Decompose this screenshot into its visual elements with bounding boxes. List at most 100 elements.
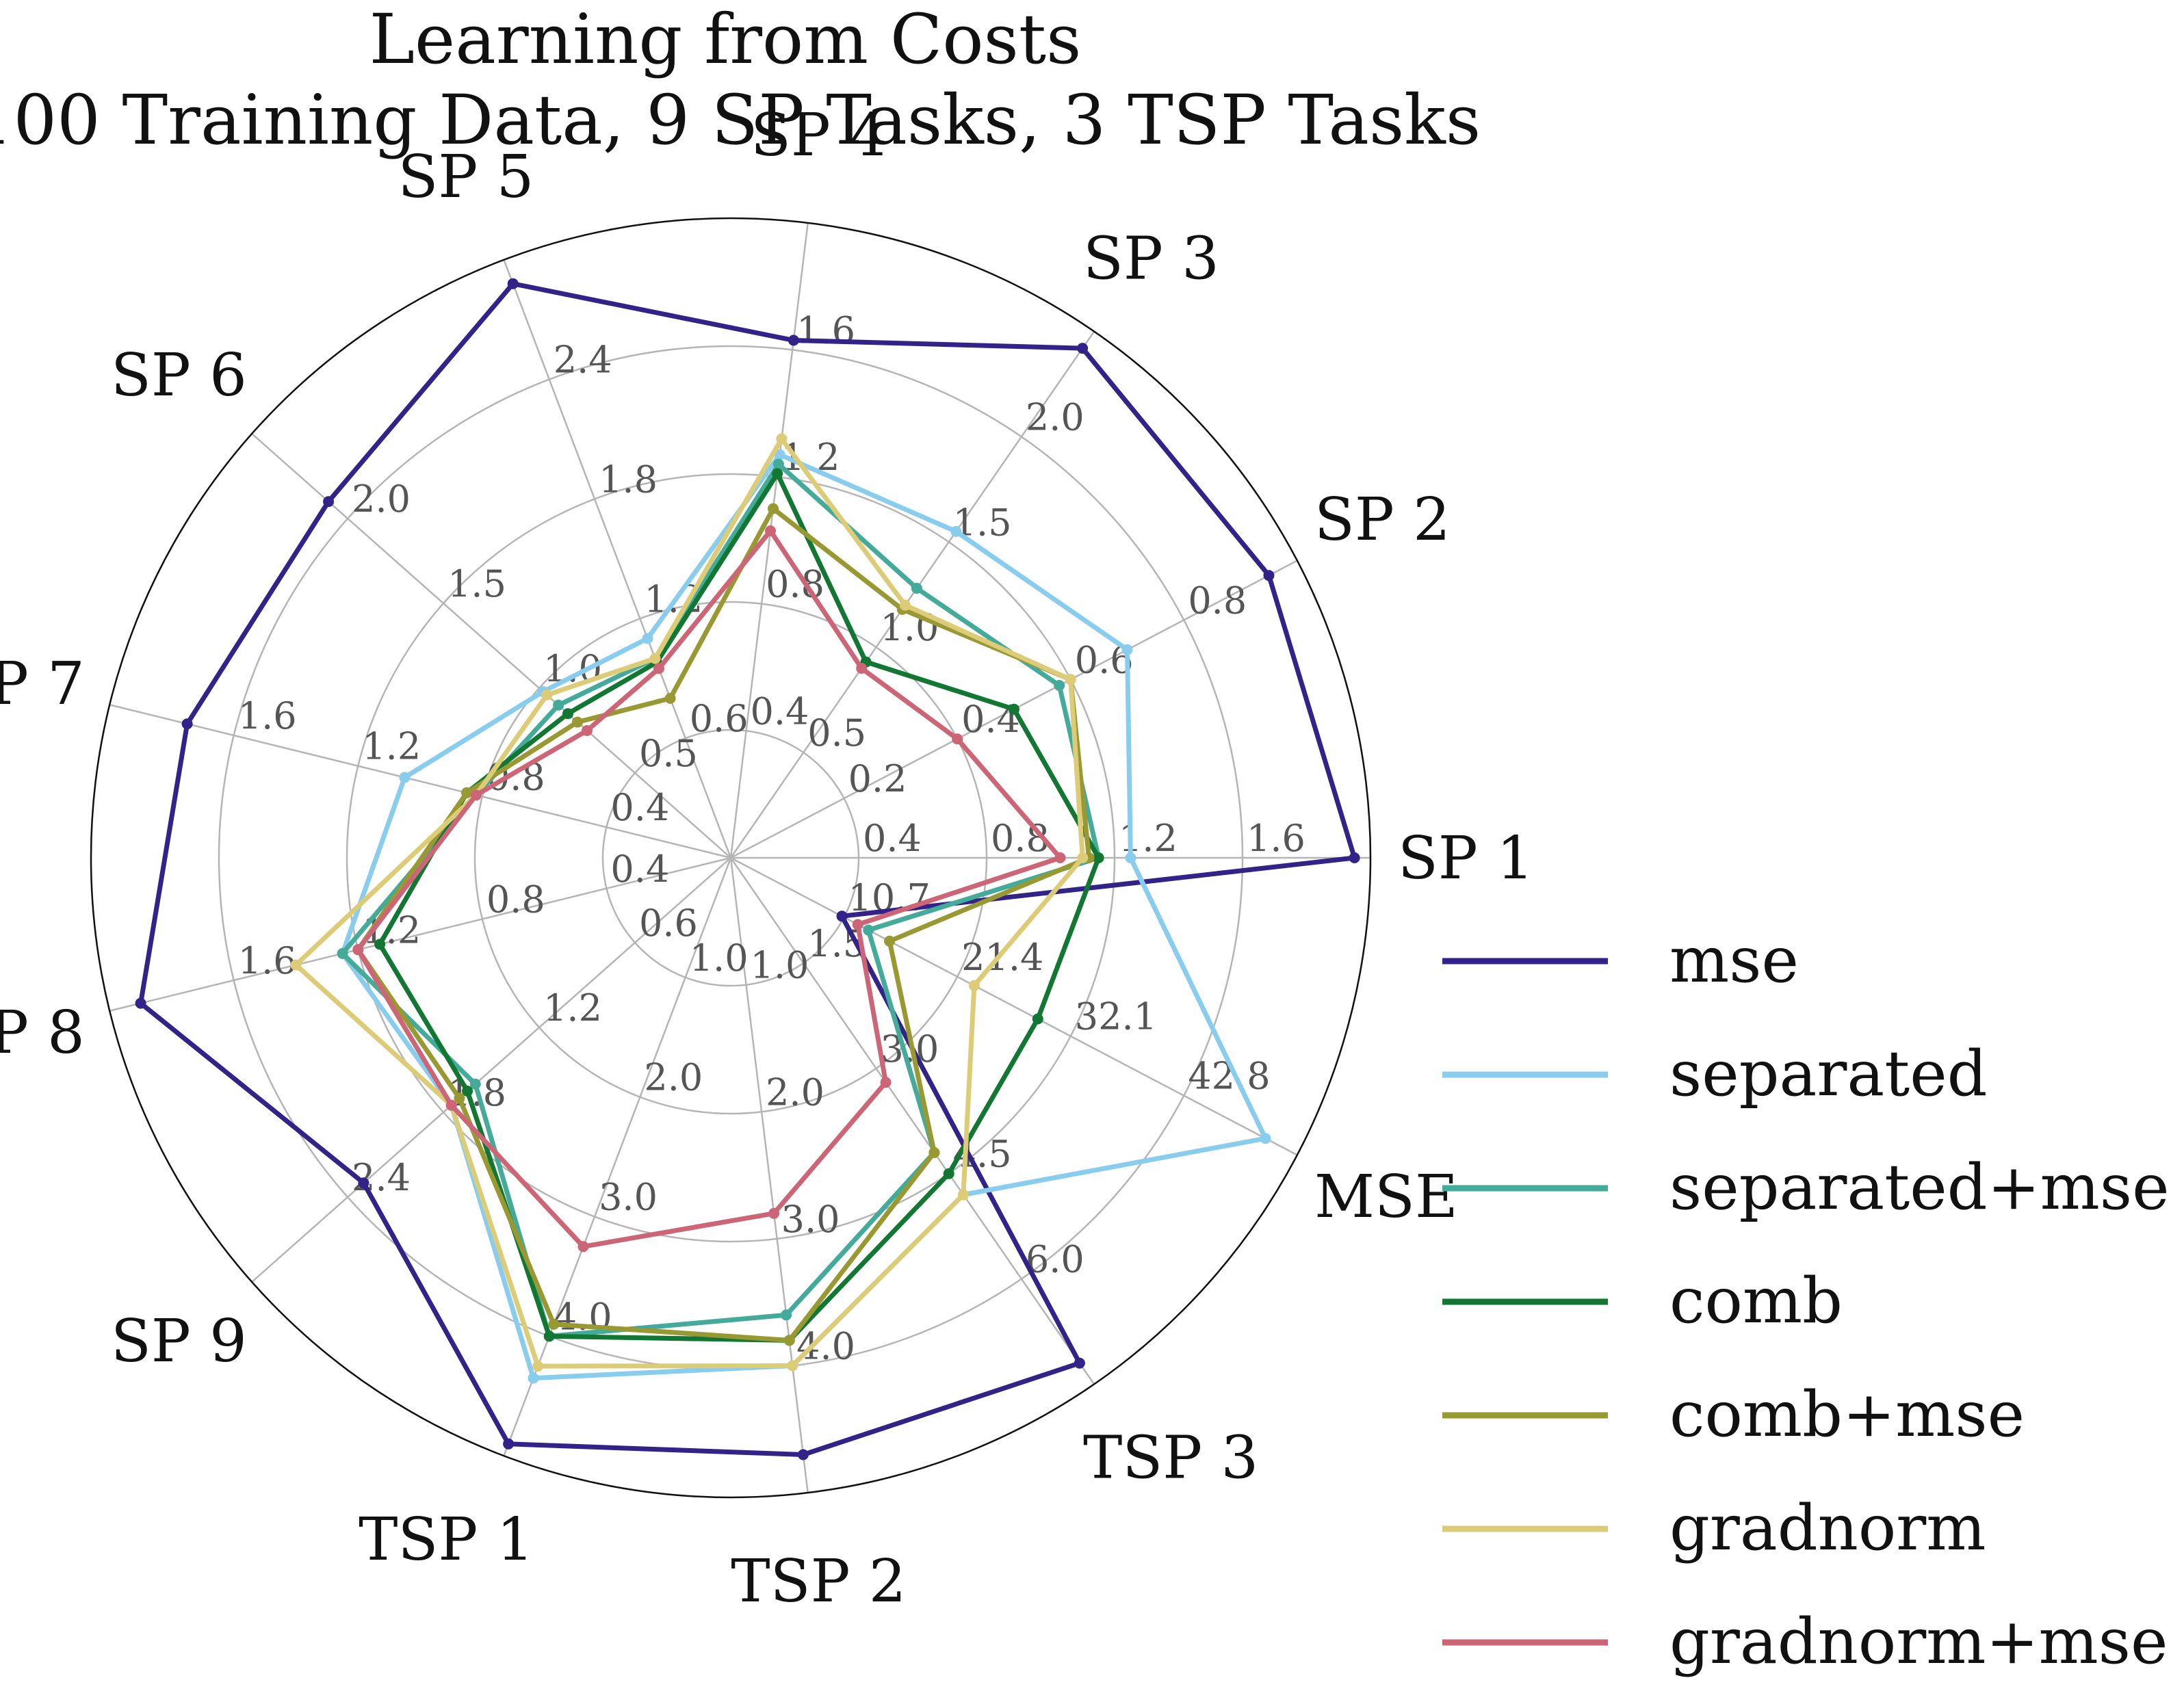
data-point-comb-sp2: [1009, 703, 1019, 715]
tick-label: 1.0: [690, 936, 749, 980]
legend-label: comb: [1669, 1264, 1843, 1337]
data-point-comb-sp6: [562, 708, 573, 720]
series-gradnorm+mse: [352, 525, 1066, 1253]
axis-label-tsp-3: TSP 3: [1083, 1424, 1258, 1493]
data-point-gradnorm-sp2: [1065, 674, 1076, 685]
data-point-separated+mse-sp8: [337, 947, 348, 959]
data-point-mse-sp1: [1349, 852, 1360, 863]
data-point-gradnorm+mse-tsp1: [577, 1241, 589, 1253]
spoke-11: [729, 857, 809, 1493]
data-point-mse-tsp3: [1074, 1357, 1085, 1369]
data-point-gradnorm-tsp1: [532, 1361, 544, 1372]
axis-label-sp-7: SP 7: [0, 650, 85, 718]
spoke-3: [729, 330, 1095, 858]
tick-label: 1.6: [1247, 817, 1305, 860]
series-mse: [135, 278, 1360, 1460]
axis-label-sp-5: SP 5: [398, 143, 534, 211]
data-point-mse-sp2: [1263, 570, 1275, 581]
data-point-comb+mse-sp4: [768, 503, 779, 514]
data-point-separated-sp4: [774, 449, 785, 460]
data-point-separated+mse-sp4: [772, 458, 784, 470]
data-point-gradnorm+mse-tsp3: [880, 1077, 892, 1088]
data-point-mse-sp7: [181, 718, 193, 730]
data-point-gradnorm-sp8: [290, 959, 302, 971]
axis-label-mse: MSE: [1314, 1163, 1458, 1231]
legend-item-gradnorm+mse: gradnorm+mse: [1442, 1605, 2168, 1678]
spoke-12: [729, 857, 1095, 1385]
data-point-separated+mse-mse: [863, 924, 874, 936]
axis-label-sp-9: SP 9: [111, 1307, 247, 1376]
data-point-gradnorm+mse-sp7: [470, 789, 482, 801]
data-point-separated+mse-sp3: [911, 583, 922, 594]
tick-label: 0.8: [991, 817, 1050, 860]
data-point-comb-sp1: [1093, 852, 1104, 863]
tick-label: 1.6: [238, 939, 297, 982]
chart-subtitle-line: 100 Training Data, 9 SP Tasks, 3 TSP Tas…: [0, 80, 1481, 160]
series-line-comb: [377, 471, 1102, 1343]
axis-label-sp-3: SP 3: [1083, 225, 1219, 293]
legend-label: comb+mse: [1669, 1378, 2025, 1451]
series-line-gradnorm+mse: [355, 528, 1063, 1249]
tick-label: 0.4: [610, 786, 669, 829]
data-point-separated+mse-sp9: [469, 1078, 481, 1090]
data-point-mse-sp9: [358, 1177, 369, 1189]
data-point-comb-sp4: [772, 468, 783, 480]
spoke-9: [251, 857, 731, 1283]
data-point-mse-sp3: [1077, 343, 1089, 354]
tick-label: 0.4: [751, 690, 809, 733]
data-point-gradnorm+mse-sp2: [952, 733, 963, 745]
data-point-comb+mse-sp7: [461, 787, 473, 798]
legend-label: separated+mse: [1669, 1151, 2170, 1224]
tick-label: 2.0: [352, 477, 411, 521]
tick-label: 3.0: [781, 1198, 840, 1241]
tick-label: 32.1: [1075, 995, 1157, 1038]
tick-label: 1.6: [238, 694, 297, 737]
legend-label: gradnorm+mse: [1669, 1605, 2168, 1678]
legend-item-separated: separated: [1442, 1037, 1988, 1110]
data-point-gradnorm-sp1: [1077, 852, 1089, 863]
tick-label: 0.6: [639, 902, 698, 945]
data-point-gradnorm+mse-sp1: [1054, 852, 1066, 863]
data-point-gradnorm-sp4: [776, 433, 788, 445]
data-point-gradnorm+mse-sp5: [653, 663, 664, 674]
data-point-separated-sp2: [1121, 644, 1133, 655]
data-point-mse-sp5: [507, 278, 519, 289]
axis-labels: SP 1 SP 2 SP 3 SP 4 SP 5 SP 6 SP 7 SP 8 SP 9 TSP …: [0, 101, 1534, 1616]
tick-label: 0.8: [1188, 579, 1247, 622]
data-point-comb+mse-mse: [884, 935, 896, 947]
tick-label: 1.0: [751, 944, 809, 987]
tick-label: 0.4: [961, 698, 1020, 741]
tick-label: 21.4: [961, 936, 1043, 979]
tick-label: 1.5: [447, 562, 506, 605]
series-line-gradnorm: [294, 436, 1085, 1369]
legend-label: gradnorm: [1669, 1491, 1986, 1564]
data-point-separated-tsp1: [528, 1372, 539, 1384]
tick-label: 1.2: [543, 986, 602, 1030]
tick-label: 0.4: [863, 817, 922, 860]
data-point-gradnorm+mse-sp9: [445, 1099, 457, 1111]
tick-label: 2.0: [1026, 395, 1084, 438]
data-point-mse-sp4: [788, 335, 799, 346]
data-point-separated-sp1: [1125, 852, 1136, 863]
data-point-gradnorm-sp3: [899, 599, 911, 611]
axis-label-tsp-1: TSP 1: [359, 1506, 534, 1574]
data-point-mse-tsp1: [503, 1438, 515, 1450]
data-point-comb-sp9: [462, 1086, 473, 1097]
chart-title: Learning from Costs 100 Training Data, 9…: [0, 0, 1481, 160]
data-point-comb+mse-tsp2: [783, 1335, 795, 1346]
data-point-comb-sp8: [374, 939, 386, 950]
axis-label-sp-8: SP 8: [0, 999, 85, 1067]
data-point-gradnorm+mse-mse: [852, 919, 863, 930]
outer-frame: [90, 217, 1372, 1499]
data-point-mse-sp8: [135, 997, 146, 1009]
data-point-gradnorm-sp5: [649, 653, 661, 664]
legend-label: separated: [1669, 1037, 1988, 1110]
data-point-mse-mse: [836, 910, 848, 922]
legend: mse separated separated+mse comb comb+mse gra…: [1442, 923, 2170, 1678]
data-point-separated-mse: [1260, 1133, 1271, 1144]
data-point-gradnorm+mse-sp6: [582, 725, 593, 736]
tick-label: 2.4: [352, 1156, 411, 1199]
spoke-8: [109, 856, 731, 1012]
series-line-comb+mse: [355, 506, 1092, 1343]
